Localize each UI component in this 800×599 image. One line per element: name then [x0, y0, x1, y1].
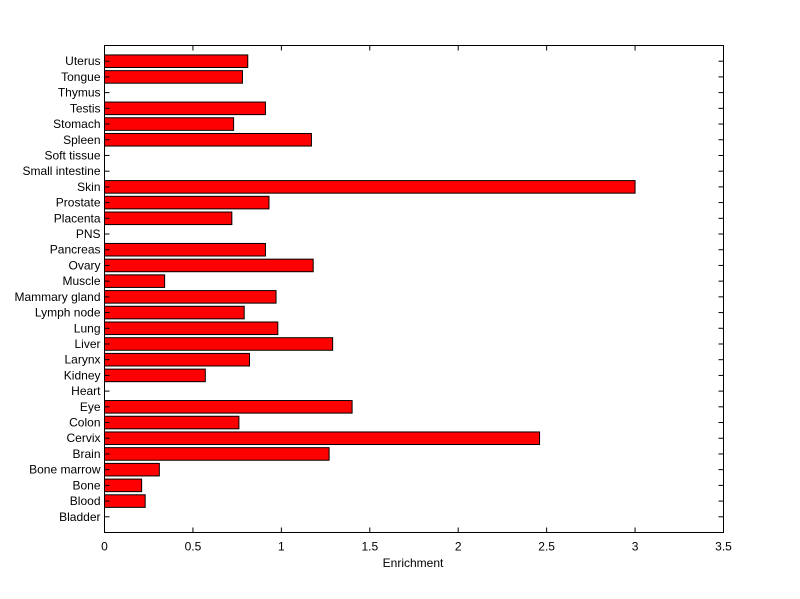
category-label-cervix: Cervix	[66, 431, 100, 445]
bar-eye	[104, 400, 353, 414]
x-tick-label: 0.5	[185, 540, 202, 554]
category-label-prostate: Prostate	[56, 196, 101, 210]
category-label-uterus: Uterus	[65, 54, 100, 68]
plot-area-frame	[104, 45, 724, 533]
category-label-tongue: Tongue	[61, 70, 101, 84]
bar-lung	[104, 321, 279, 336]
category-label-eye: Eye	[80, 400, 101, 414]
bar-skin	[104, 180, 636, 194]
category-label-stomach: Stomach	[53, 117, 100, 131]
bar-lymph-node	[104, 305, 245, 320]
category-label-heart: Heart	[71, 384, 101, 398]
category-label-pns: PNS	[76, 227, 101, 241]
bar-stomach	[104, 117, 235, 131]
category-label-small-intestine: Small intestine	[22, 164, 100, 178]
category-label-bladder: Bladder	[59, 510, 100, 524]
category-label-larynx: Larynx	[64, 353, 100, 367]
x-tick-label: 1.5	[361, 540, 378, 554]
bar-placenta	[104, 211, 233, 226]
bar-testis	[104, 101, 266, 116]
category-label-lung: Lung	[74, 321, 101, 335]
category-label-testis: Testis	[70, 101, 101, 115]
bar-larynx	[104, 352, 251, 367]
bar-bone-marrow	[104, 462, 160, 477]
bar-prostate	[104, 195, 270, 210]
x-tick-label: 0	[101, 540, 108, 554]
bar-bone	[104, 478, 143, 493]
category-label-brain: Brain	[72, 447, 100, 461]
category-label-ovary: Ovary	[68, 258, 100, 272]
bar-tongue	[104, 70, 243, 84]
category-label-skin: Skin	[77, 180, 100, 194]
ticks-group	[104, 45, 724, 533]
category-label-bone: Bone	[72, 478, 100, 492]
x-tick-label: 2.5	[538, 540, 555, 554]
category-label-soft-tissue: Soft tissue	[44, 148, 100, 162]
category-label-mammary-gland: Mammary gland	[14, 290, 100, 304]
x-tick-label: 1	[278, 540, 285, 554]
bar-cervix	[104, 431, 541, 446]
bar-spleen	[104, 132, 312, 147]
category-label-thymus: Thymus	[58, 86, 101, 100]
bar-pancreas	[104, 242, 266, 257]
bar-liver	[104, 337, 334, 351]
category-label-pancreas: Pancreas	[50, 243, 101, 257]
category-label-blood: Blood	[70, 494, 101, 508]
bar-kidney	[104, 368, 206, 383]
category-label-placenta: Placenta	[54, 211, 101, 225]
category-label-colon: Colon	[69, 416, 100, 430]
x-tick-label: 3.5	[715, 540, 732, 554]
x-tick-labels-group: 0 0.5 1 1.5 2 2.5 3 3.5	[101, 540, 732, 554]
category-label-liver: Liver	[74, 337, 100, 351]
bar-muscle	[104, 274, 166, 288]
bar-uterus	[104, 54, 249, 68]
x-axis-label: Enrichment	[383, 556, 444, 570]
bar-ovary	[104, 258, 314, 273]
category-label-lymph-node: Lymph node	[35, 306, 101, 320]
bar-colon	[104, 415, 240, 430]
category-label-spleen: Spleen	[63, 133, 100, 147]
category-label-bone-marrow: Bone marrow	[29, 463, 101, 477]
x-tick-label: 2	[455, 540, 462, 554]
x-tick-label: 3	[632, 540, 639, 554]
bar-mammary-gland	[104, 290, 277, 304]
category-label-muscle: Muscle	[62, 274, 100, 288]
category-label-kidney: Kidney	[64, 368, 101, 382]
bar-brain	[104, 447, 330, 461]
bar-blood	[104, 494, 146, 508]
